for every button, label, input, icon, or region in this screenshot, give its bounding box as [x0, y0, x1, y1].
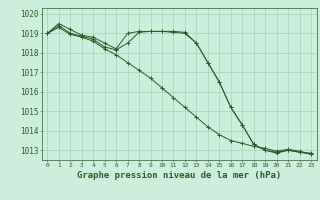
X-axis label: Graphe pression niveau de la mer (hPa): Graphe pression niveau de la mer (hPa) [77, 171, 281, 180]
